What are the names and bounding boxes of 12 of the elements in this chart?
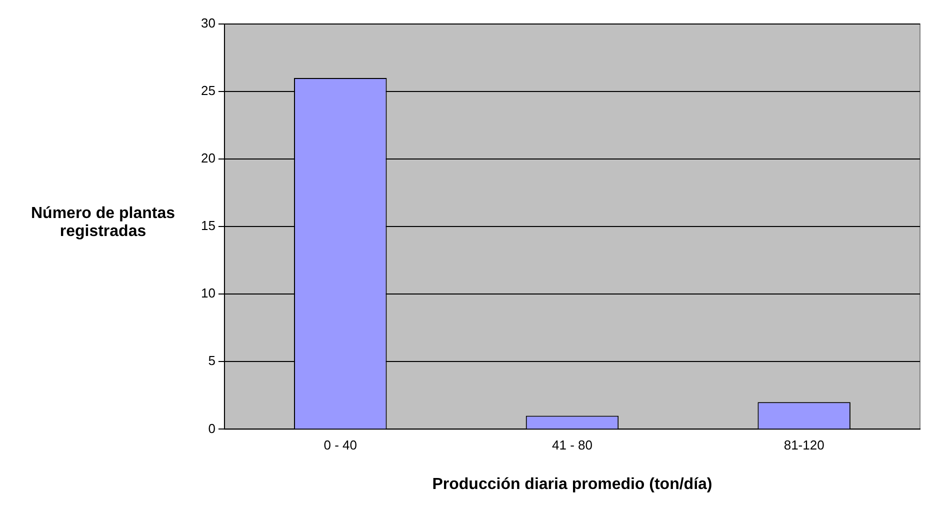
y-tick-label: 10 <box>200 286 216 301</box>
y-tick-label: 15 <box>200 218 216 234</box>
x-tick-label: 81-120 <box>784 438 824 453</box>
y-tick-label: 5 <box>208 353 216 368</box>
y-tick-label: 0 <box>208 420 216 436</box>
y-tick-label: 20 <box>200 150 216 166</box>
x-tick-label: 41 - 80 <box>552 438 592 453</box>
x-tick-label: 0 - 40 <box>324 438 358 453</box>
y-tick-label: 25 <box>200 83 216 98</box>
y-tick-label: 30 <box>200 16 216 31</box>
x-axis-title: Producción diaria promedio (ton/día) <box>432 476 712 493</box>
y-axis-title: Número de plantas registradas <box>30 205 176 241</box>
